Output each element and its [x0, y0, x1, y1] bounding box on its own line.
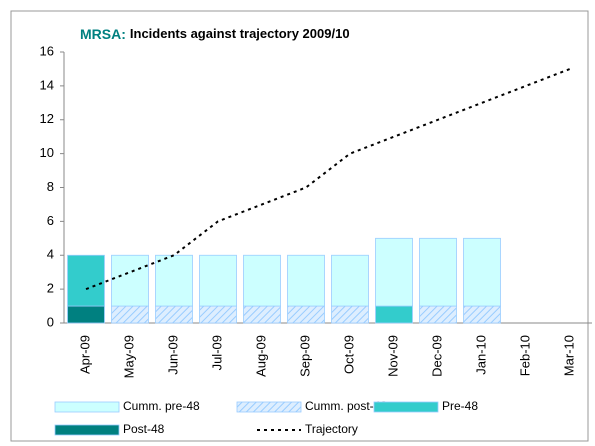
bar-segment	[67, 305, 105, 324]
bar-segment	[287, 305, 325, 324]
y-tick-label: 10	[40, 145, 54, 160]
bar-segment	[243, 254, 281, 307]
x-tick-label: Apr-09	[77, 335, 92, 374]
bar-segment	[463, 237, 501, 307]
y-tick-label: 14	[40, 77, 54, 92]
x-tick-label: Mar-10	[561, 335, 576, 376]
y-tick-label: 16	[40, 43, 54, 58]
bar-segment	[155, 254, 193, 307]
legend-label: Cumm. post-48	[305, 399, 387, 413]
chart-frame	[10, 10, 589, 442]
y-tick-label: 0	[47, 314, 54, 329]
trajectory-line	[85, 68, 571, 291]
bar-segment	[463, 305, 501, 324]
bar-segment	[111, 305, 149, 324]
x-tick-label: Oct-09	[341, 335, 356, 374]
bar-segment	[199, 305, 237, 324]
legend-label: Pre-48	[442, 399, 478, 413]
bar-segment	[375, 305, 413, 324]
legend-label: Post-48	[123, 422, 165, 436]
bar-segment	[287, 254, 325, 307]
legend-label: Trajectory	[305, 422, 358, 436]
bar-segment	[331, 305, 369, 324]
bar-segment	[199, 254, 237, 307]
legend-swatch	[373, 401, 439, 413]
x-tick-label: Jan-10	[473, 335, 488, 375]
y-tick-label: 6	[47, 213, 54, 228]
x-tick-label: May-09	[121, 335, 136, 378]
bar-segment	[243, 305, 281, 324]
bar-segment	[419, 305, 457, 324]
x-tick-label: Jun-09	[165, 335, 180, 375]
bar-segment	[375, 237, 413, 307]
bar-segment	[419, 237, 457, 307]
bar-segment	[331, 254, 369, 307]
x-tick-label: Sep-09	[297, 335, 312, 377]
y-tick-label: 8	[47, 179, 54, 194]
x-tick-label: Nov-09	[385, 335, 400, 377]
chart-title: MRSA: Incidents against trajectory 2009/1…	[80, 26, 350, 42]
y-tick-label: 2	[47, 281, 54, 296]
x-tick-label: Feb-10	[517, 335, 532, 376]
legend-label: Cumm. pre-48	[123, 399, 200, 413]
x-tick-label: Jul-09	[209, 335, 224, 370]
bar-segment	[67, 254, 105, 307]
bar-segment	[155, 305, 193, 324]
y-tick-label: 12	[40, 111, 54, 126]
x-tick-label: Aug-09	[253, 335, 268, 377]
legend-swatch	[54, 401, 120, 413]
title-lead: MRSA:	[80, 26, 126, 42]
legend-swatch	[236, 401, 302, 413]
title-text: Incidents against trajectory 2009/10	[130, 26, 350, 41]
y-tick-label: 4	[47, 247, 54, 262]
bar-segment	[111, 254, 149, 307]
x-tick-label: Dec-09	[429, 335, 444, 377]
legend-swatch	[54, 424, 120, 436]
